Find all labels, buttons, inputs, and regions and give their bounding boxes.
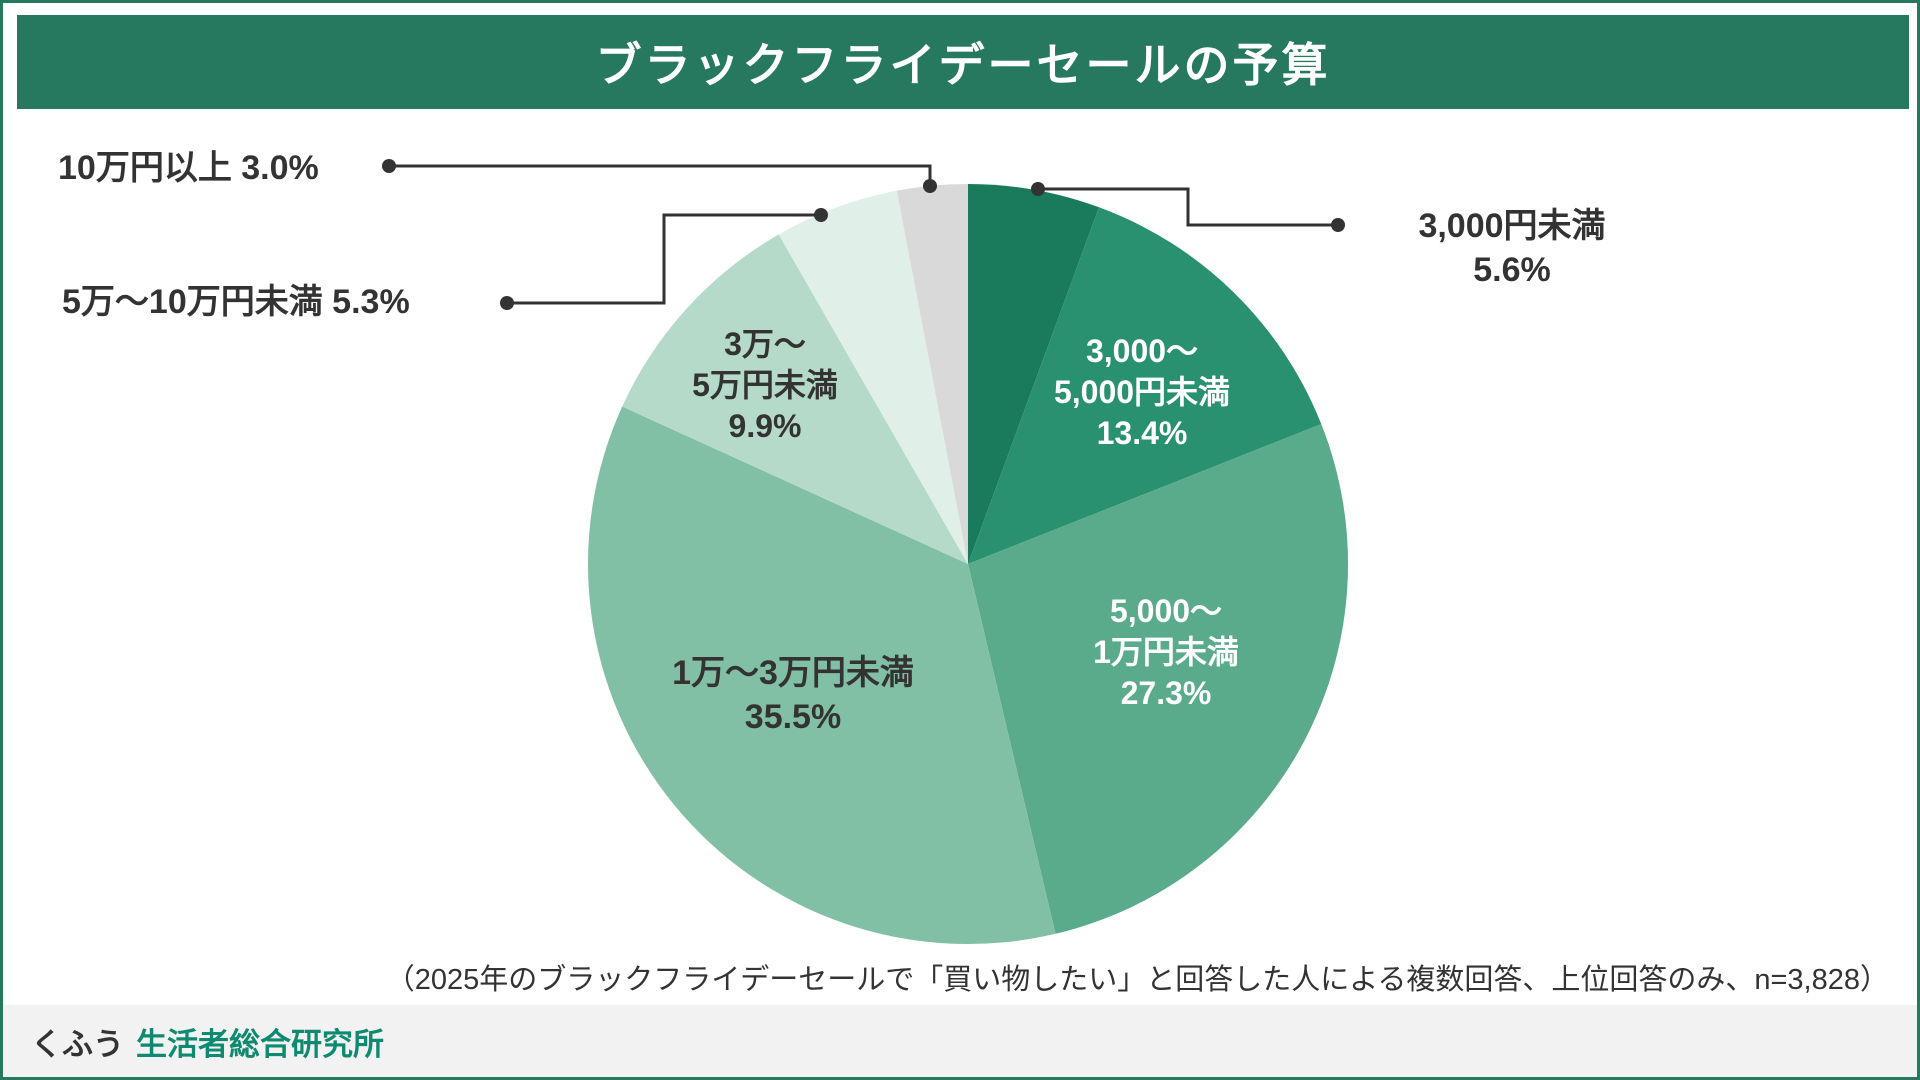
- pie-slice-2: [968, 424, 1348, 934]
- leader-dot: [1031, 182, 1045, 196]
- leader-line: [507, 213, 821, 305]
- brand-logo-lab: 生活者総合研究所: [136, 1026, 384, 1062]
- brand-bar: くふう 生活者総合研究所: [3, 1005, 1917, 1077]
- pie-slice-1: [968, 207, 1322, 565]
- brand-logo-kufu: くふう: [31, 1026, 124, 1062]
- chart-title: ブラックフライデーセールの予算: [595, 39, 1331, 91]
- leader-dot: [1331, 218, 1345, 232]
- leader-dot: [382, 159, 396, 173]
- pie-slice-4: [622, 234, 968, 564]
- leader-dot: [500, 296, 514, 310]
- leader-line: [389, 164, 932, 186]
- pie-slice-0: [968, 184, 1099, 564]
- survey-footnote: （2025年のブラックフライデーセールで「買い物したい」と回答した人による複数回…: [385, 964, 1889, 996]
- leader-line: [1038, 187, 1338, 227]
- pie-chart: [382, 159, 1348, 945]
- pie-slice-6: [896, 183, 968, 564]
- pie-slice-3: [588, 406, 1056, 945]
- pie-slice-5: [778, 190, 968, 564]
- leader-dot: [923, 179, 937, 193]
- leader-dot: [814, 208, 828, 222]
- chart-title-banner: ブラックフライデーセールの予算: [17, 15, 1909, 109]
